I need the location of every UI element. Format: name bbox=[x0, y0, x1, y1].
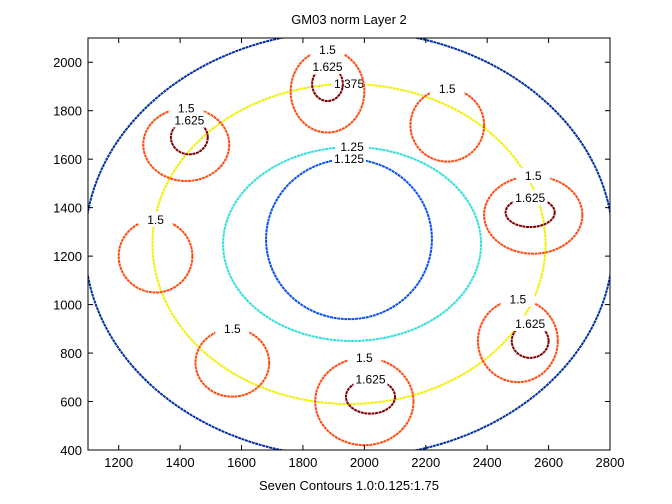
contour-label-bg bbox=[347, 349, 382, 365]
axes-box bbox=[87, 37, 611, 451]
contour-label: 1.5 bbox=[356, 351, 373, 365]
x-axis-label: Seven Contours 1.0:0.125:1.75 bbox=[259, 478, 439, 493]
contour-label: 1.625 bbox=[355, 373, 385, 387]
contour-label-bg bbox=[516, 168, 551, 184]
contour-label: 1.5 bbox=[319, 43, 336, 57]
contour-label-bg bbox=[500, 291, 535, 307]
y-tick-label: 2000 bbox=[53, 55, 82, 70]
x-tick-label: 2800 bbox=[596, 455, 625, 470]
y-tick-label: 800 bbox=[60, 346, 82, 361]
x-tick-label: 2000 bbox=[350, 455, 379, 470]
y-tick-label: 1800 bbox=[53, 104, 82, 119]
contour-label: 1.625 bbox=[312, 60, 342, 74]
contour-label-bg bbox=[332, 76, 366, 92]
contour-label: 1.375 bbox=[334, 77, 364, 91]
contour-label-bg bbox=[215, 320, 250, 336]
contour-label: 1.625 bbox=[515, 191, 545, 205]
x-tick-label: 2400 bbox=[473, 455, 502, 470]
contour-label: 1.125 bbox=[334, 152, 364, 166]
contour-label-bg bbox=[310, 59, 345, 75]
x-tick-label: 1200 bbox=[104, 455, 133, 470]
contour-label-bg bbox=[332, 151, 366, 167]
contour-label: 1.625 bbox=[515, 317, 545, 331]
y-tick-label: 1600 bbox=[53, 152, 82, 167]
contour-label-bg bbox=[353, 371, 388, 387]
contour-label-bg bbox=[335, 139, 370, 155]
contour-label: 1.5 bbox=[224, 322, 241, 336]
chart-title: GM03 norm Layer 2 bbox=[291, 12, 407, 27]
y-tick-label: 1400 bbox=[53, 201, 82, 216]
contour-label-bg bbox=[430, 80, 465, 96]
x-tick-label: 1800 bbox=[288, 455, 317, 470]
contour-label: 1.25 bbox=[340, 140, 364, 154]
y-tick-label: 400 bbox=[60, 443, 82, 458]
contour-label-bg bbox=[138, 211, 173, 227]
contour-label: 1.5 bbox=[147, 213, 164, 227]
contour-label: 1.5 bbox=[510, 293, 527, 307]
plot-area: 1.3751.251.1251.51.51.51.51.51.51.51.51.… bbox=[88, 38, 610, 450]
contour-label-bg bbox=[172, 112, 207, 128]
x-tick-label: 1600 bbox=[227, 455, 256, 470]
contour-line bbox=[142, 107, 231, 182]
y-tick-label: 600 bbox=[60, 395, 82, 410]
y-tick-label: 1200 bbox=[53, 249, 82, 264]
x-tick-label: 2200 bbox=[411, 455, 440, 470]
y-tick-label: 1000 bbox=[53, 298, 82, 313]
contour-label: 1.5 bbox=[178, 101, 195, 115]
contour-label: 1.5 bbox=[439, 82, 456, 96]
x-tick-label: 2600 bbox=[534, 455, 563, 470]
contour-label: 1.625 bbox=[174, 113, 204, 127]
x-tick-label: 1400 bbox=[166, 455, 195, 470]
contour-label-bg bbox=[169, 100, 204, 116]
contour-label: 1.5 bbox=[525, 169, 542, 183]
contour-label-bg bbox=[513, 189, 548, 205]
contour-label-bg bbox=[513, 315, 548, 331]
contour-label-bg bbox=[310, 42, 345, 58]
contour-line bbox=[504, 196, 556, 229]
